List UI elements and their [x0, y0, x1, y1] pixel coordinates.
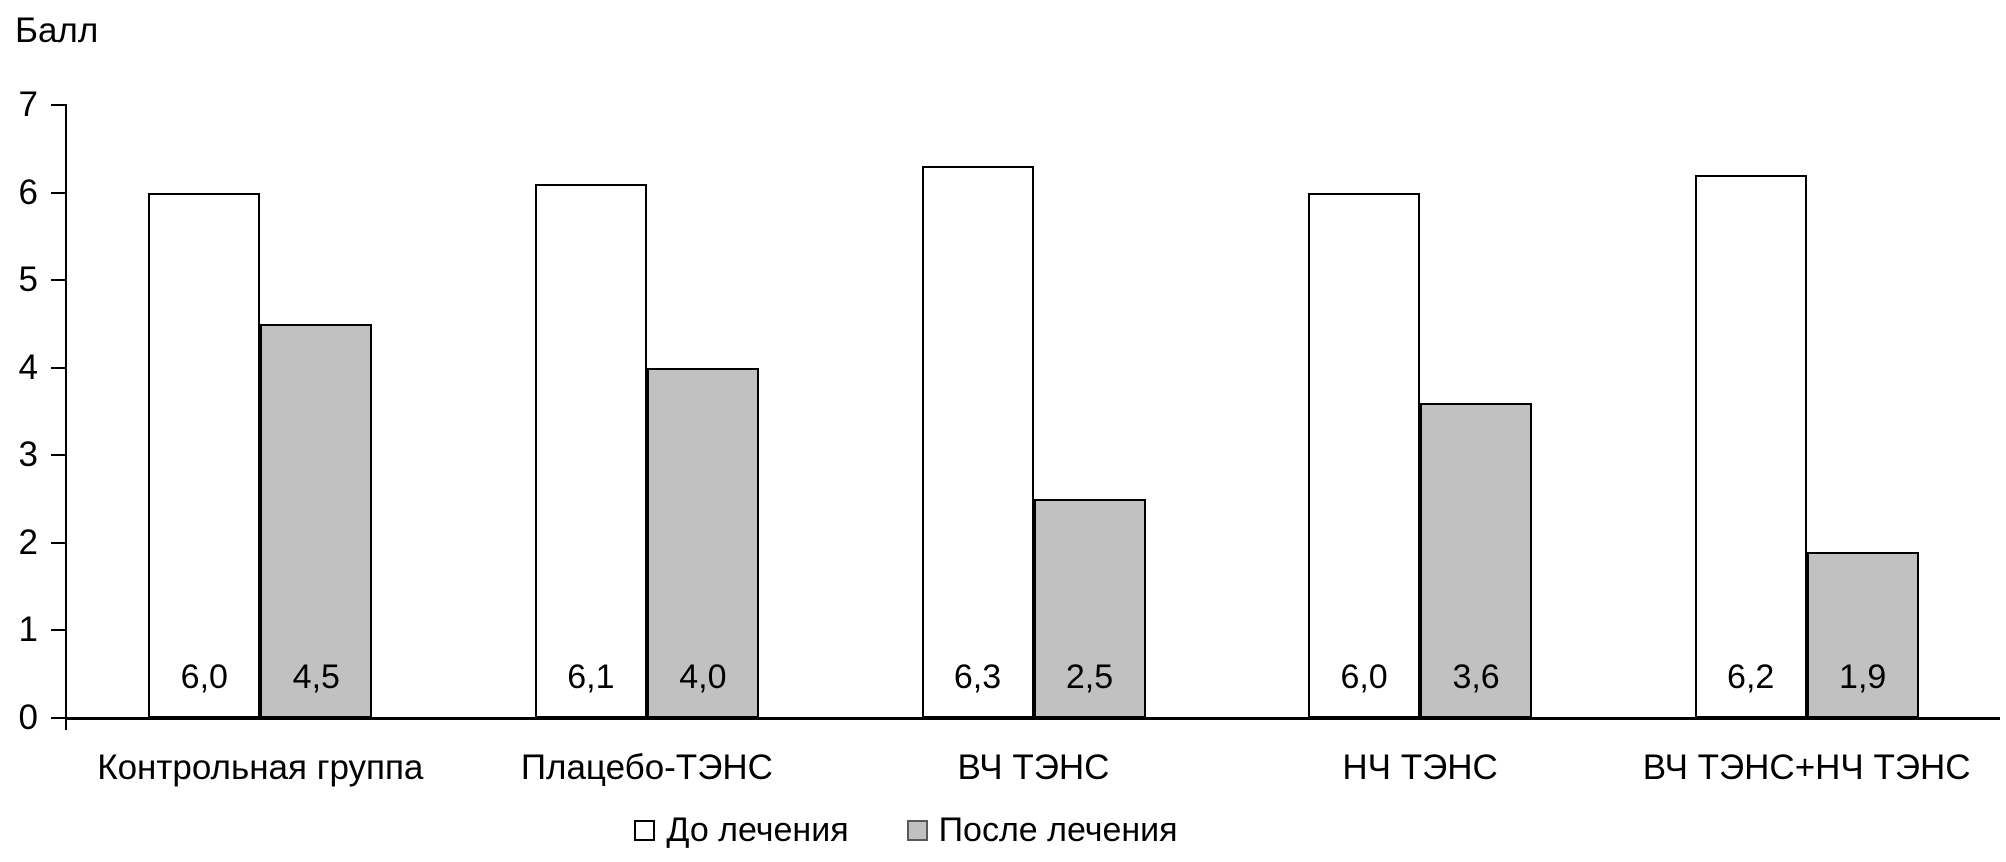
category-label: Плацебо-ТЭНС: [520, 748, 773, 787]
y-axis-line: [65, 104, 67, 720]
bar-value-label: 6,3: [953, 658, 1002, 696]
bar-after-treatment: [260, 323, 373, 718]
category-label: ВЧ ТЭНС: [957, 748, 1110, 787]
y-tick-label: 4: [18, 347, 38, 387]
bar-after-treatment: [646, 367, 759, 718]
y-tick-mark: [51, 191, 65, 194]
bar-value-label: 6,0: [180, 658, 228, 696]
legend: До лечения После лечения: [0, 810, 1909, 850]
bar-before-treatment: [1308, 192, 1421, 718]
bar-before-treatment: [534, 183, 647, 718]
bar-before-treatment: [921, 166, 1034, 718]
category-label: ВЧ ТЭНС+НЧ ТЭНС: [1642, 748, 1971, 787]
y-tick-label: 0: [18, 698, 38, 737]
bar-before-treatment: [148, 192, 261, 718]
bar-after-treatment: [1806, 551, 1919, 718]
y-tick-label: 6: [18, 172, 38, 212]
bar-value-label: 3,6: [1452, 658, 1500, 696]
bar-value-label: 2,5: [1065, 658, 1114, 696]
y-tick-label: 5: [18, 260, 38, 300]
y-tick-label: 3: [18, 435, 38, 475]
legend-item: До лечения: [634, 810, 849, 850]
bar-value-label: 6,1: [567, 658, 615, 696]
y-tick-label: 2: [18, 522, 38, 562]
y-axis-title: Балл: [15, 11, 99, 50]
y-tick-label: 7: [18, 85, 38, 124]
category-label: НЧ ТЭНС: [1342, 748, 1498, 787]
legend-item: После лечения: [906, 810, 1178, 850]
bar-before-treatment: [1694, 175, 1807, 718]
legend-label: До лечения: [666, 811, 849, 849]
bar-after-treatment: [1033, 499, 1146, 718]
y-tick-mark: [51, 104, 65, 106]
legend-swatch-after-icon: [906, 819, 928, 841]
bar-value-label: 6,0: [1340, 658, 1388, 696]
x-axis-origin-tick: [65, 717, 67, 730]
y-tick-label: 1: [18, 610, 38, 650]
y-tick-mark: [51, 279, 65, 282]
y-tick-mark: [51, 541, 65, 544]
bar-value-label: 4,5: [292, 658, 340, 696]
legend-label: После лечения: [938, 811, 1178, 849]
y-tick-mark: [51, 717, 65, 719]
y-tick-mark: [51, 366, 65, 369]
bar-value-label: 6,2: [1727, 658, 1775, 696]
y-tick-mark: [51, 454, 65, 457]
y-tick-mark: [51, 629, 65, 632]
legend-swatch-before-icon: [634, 819, 656, 841]
x-axis-line: [65, 717, 2000, 720]
bar-value-label: 1,9: [1839, 658, 1887, 696]
category-label: Контрольная группа: [97, 748, 424, 787]
bar-after-treatment: [1420, 402, 1533, 718]
bar-value-label: 4,0: [679, 658, 727, 696]
